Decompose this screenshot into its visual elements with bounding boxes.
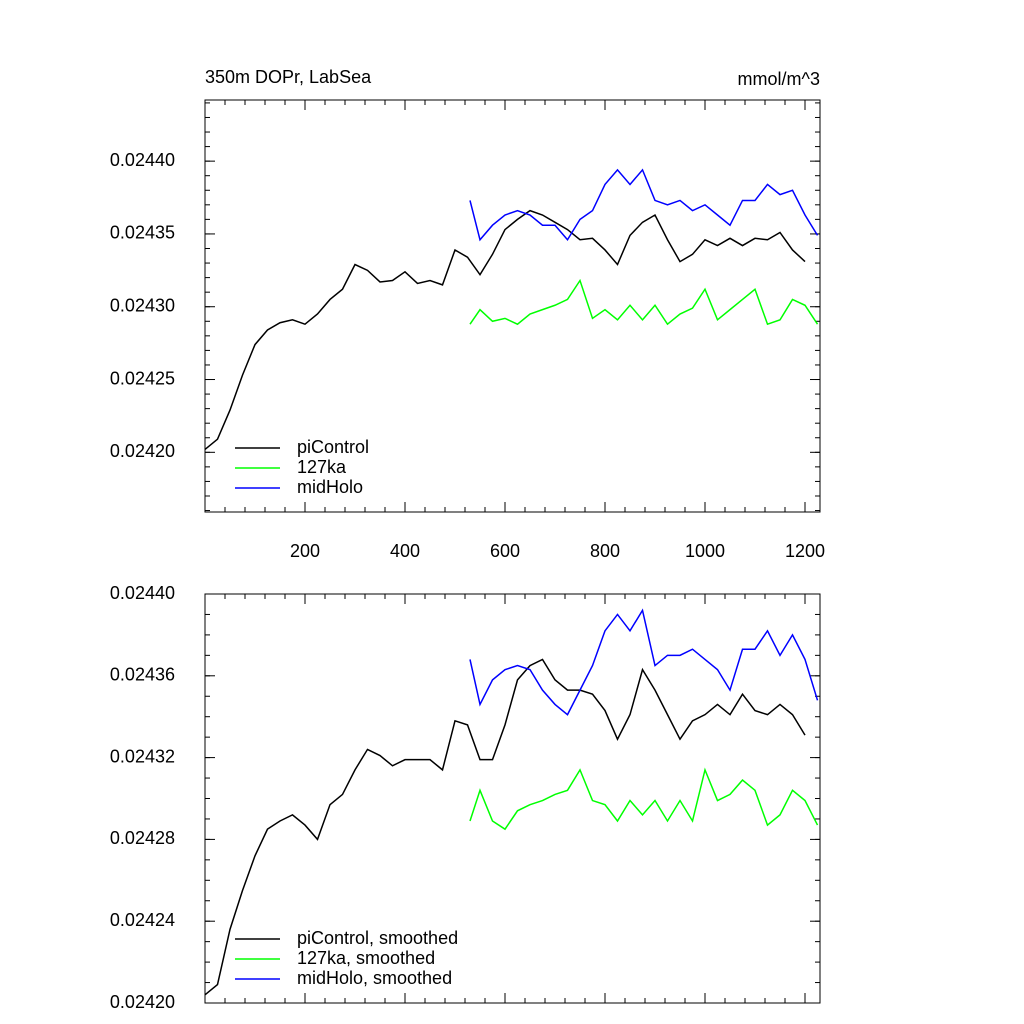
- y-tick-label: 0.02432: [110, 746, 175, 766]
- y-tick-label: 0.02440: [110, 583, 175, 603]
- y-tick-label: 0.02430: [110, 295, 175, 315]
- x-tick-label: 1200: [785, 541, 825, 561]
- series-line: [204, 658, 806, 996]
- legend-label: piControl, smoothed: [297, 928, 458, 948]
- series-line: [469, 168, 819, 242]
- legend-label: 127ka: [297, 457, 347, 477]
- x-tick-label: 1000: [685, 541, 725, 561]
- x-tick-label: 800: [590, 541, 620, 561]
- legend-label: 127ka, smoothed: [297, 948, 435, 968]
- chart-title: 350m DOPr, LabSea: [205, 67, 372, 87]
- series-line: [469, 767, 819, 831]
- series-line: [469, 608, 819, 716]
- x-tick-label: 200: [290, 541, 320, 561]
- x-tick-label: 600: [490, 541, 520, 561]
- legend-label: midHolo: [297, 477, 363, 497]
- y-tick-label: 0.02424: [110, 910, 175, 930]
- series-line: [204, 209, 806, 450]
- x-tick-label: 400: [390, 541, 420, 561]
- y-tick-label: 0.02420: [110, 441, 175, 461]
- y-tick-label: 0.02440: [110, 150, 175, 170]
- plot-frame: [204, 99, 821, 513]
- series-line: [469, 278, 819, 326]
- units-label: mmol/m^3: [738, 69, 820, 89]
- y-tick-label: 0.02425: [110, 368, 175, 388]
- y-tick-label: 0.02436: [110, 665, 175, 685]
- y-tick-label: 0.02420: [110, 992, 175, 1012]
- y-tick-label: 0.02428: [110, 828, 175, 848]
- y-tick-label: 0.02435: [110, 223, 175, 243]
- legend-label: midHolo, smoothed: [297, 968, 452, 988]
- legend-label: piControl: [297, 437, 369, 457]
